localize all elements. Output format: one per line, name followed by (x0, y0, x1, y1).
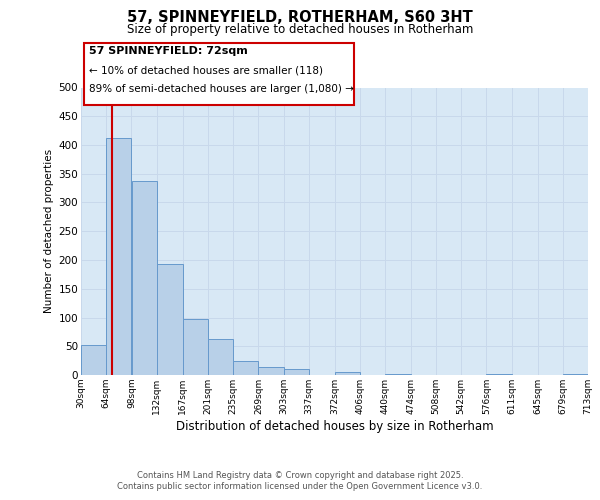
Text: 57 SPINNEYFIELD: 72sqm: 57 SPINNEYFIELD: 72sqm (89, 46, 248, 56)
Bar (106, 138, 131, 375)
Text: Contains HM Land Registry data © Crown copyright and database right 2025.: Contains HM Land Registry data © Crown c… (137, 471, 463, 480)
Bar (208, 339, 233, 375)
Bar (385, 374, 410, 375)
Text: 89% of semi-detached houses are larger (1,080) →: 89% of semi-detached houses are larger (… (89, 84, 353, 94)
Bar (487, 374, 512, 375)
Text: Size of property relative to detached houses in Rotherham: Size of property relative to detached ho… (127, 22, 473, 36)
X-axis label: Distribution of detached houses by size in Rotherham: Distribution of detached houses by size … (176, 420, 493, 432)
Bar (233, 360, 259, 375)
Bar (81, 344, 106, 375)
Bar (259, 367, 284, 375)
Bar (563, 374, 588, 375)
Bar (157, 264, 182, 375)
Text: ← 10% of detached houses are smaller (118): ← 10% of detached houses are smaller (11… (89, 66, 323, 76)
Bar (131, 180, 157, 375)
Y-axis label: Number of detached properties: Number of detached properties (44, 149, 55, 314)
Bar (183, 319, 208, 375)
Text: Contains public sector information licensed under the Open Government Licence v3: Contains public sector information licen… (118, 482, 482, 491)
Bar (284, 369, 309, 375)
Text: 57, SPINNEYFIELD, ROTHERHAM, S60 3HT: 57, SPINNEYFIELD, ROTHERHAM, S60 3HT (127, 10, 473, 25)
Bar (335, 372, 360, 375)
